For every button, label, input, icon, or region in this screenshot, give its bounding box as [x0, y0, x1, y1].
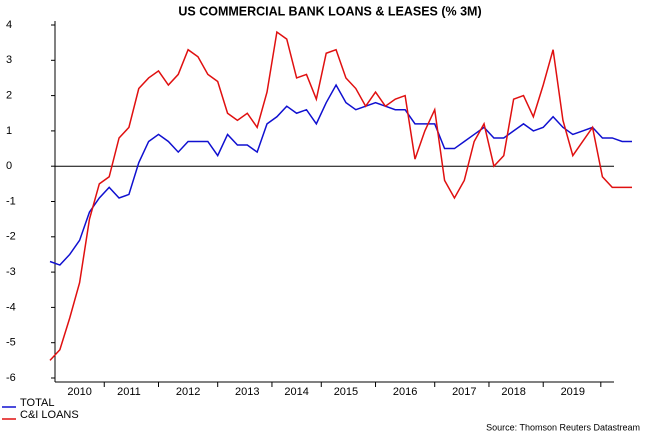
y-tick-label: 4: [6, 19, 12, 31]
y-tick-label: -1: [6, 195, 16, 207]
source: Source: Thomson Reuters Datastream: [486, 422, 640, 432]
y-tick-label: -2: [6, 231, 16, 243]
x-tick-label: 2018: [501, 386, 525, 398]
legend-label: C&I LOANS: [20, 409, 79, 421]
y-tick-label: -3: [6, 266, 16, 278]
y-tick-label: 3: [6, 54, 12, 66]
x-tick-label: 2011: [117, 386, 141, 398]
x-tick-label: 2014: [284, 386, 308, 398]
x-tick-label: 2019: [561, 386, 585, 398]
y-tick-label: 0: [6, 160, 12, 172]
x-tick-label: 2012: [176, 386, 200, 398]
x-tick-label: 2013: [235, 386, 259, 398]
legend-label: TOTAL: [20, 397, 54, 409]
chart-title: US COMMERCIAL BANK LOANS & LEASES (% 3M): [178, 4, 481, 18]
y-tick-label: 1: [6, 125, 12, 137]
y-tick-label: -6: [6, 372, 16, 384]
x-tick-label: 2017: [452, 386, 476, 398]
y-tick-label: -5: [6, 337, 16, 349]
x-tick-label: 2016: [393, 386, 417, 398]
y-tick-label: 2: [6, 90, 12, 102]
y-tick-label: -4: [6, 301, 16, 313]
x-tick-label: 2015: [334, 386, 358, 398]
line-series: [49, 83, 632, 266]
x-tick-label: 2010: [67, 386, 91, 398]
line-series: [49, 30, 632, 361]
